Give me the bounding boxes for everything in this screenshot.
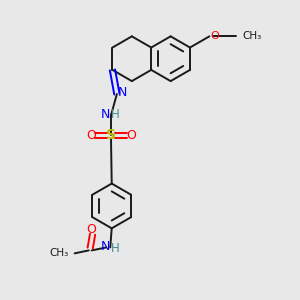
Text: O: O [126,129,136,142]
Text: N: N [101,240,110,254]
Text: N: N [101,108,110,121]
Text: H: H [111,108,120,121]
Text: O: O [86,223,96,236]
Text: H: H [111,242,120,255]
Text: O: O [211,31,220,41]
Text: N: N [118,86,127,99]
Text: O: O [86,129,96,142]
Text: CH₃: CH₃ [50,248,69,258]
Text: S: S [106,128,116,142]
Text: CH₃: CH₃ [242,31,261,41]
